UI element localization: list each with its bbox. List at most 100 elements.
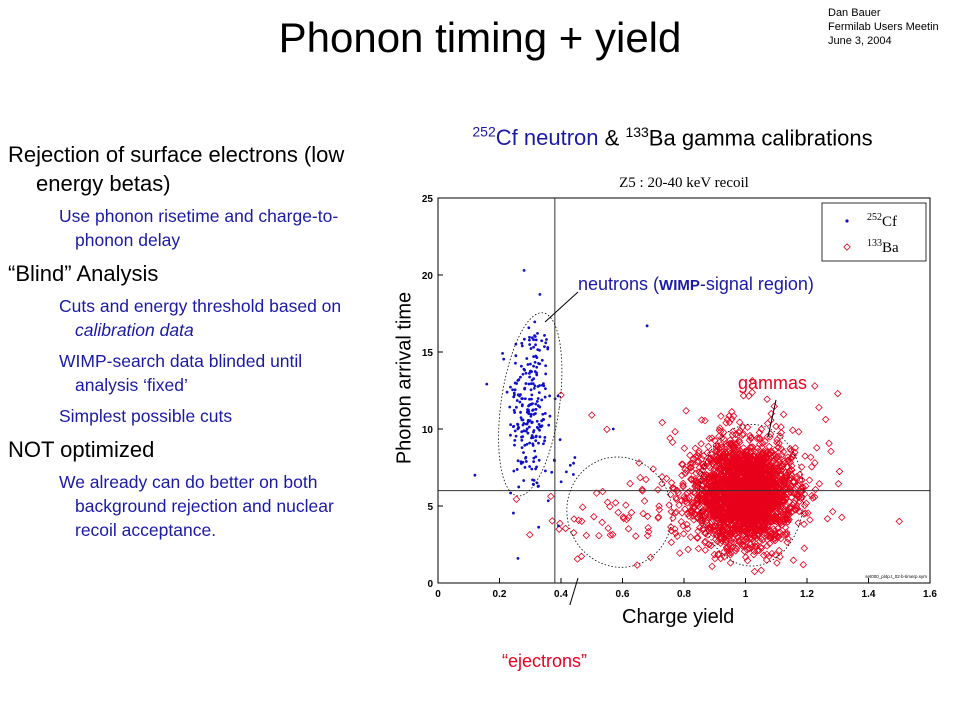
ba-point — [761, 471, 770, 479]
ba-point — [723, 543, 731, 552]
ba-point — [745, 520, 754, 529]
ba-point — [705, 434, 714, 443]
cf-point — [536, 397, 540, 400]
ba-point — [717, 530, 725, 538]
cf-point — [509, 423, 512, 427]
ba-point — [726, 436, 734, 444]
ba-point — [732, 477, 741, 486]
bullet-text: Cuts and energy threshold based on — [59, 296, 342, 316]
cf-point — [520, 344, 524, 348]
ba-point — [712, 441, 721, 449]
ba-point — [723, 500, 731, 508]
ba-point — [785, 467, 794, 475]
cf-point — [534, 412, 537, 415]
ba-point — [694, 449, 703, 457]
ba-symbol: Ba — [648, 125, 676, 151]
ba-point — [751, 542, 759, 551]
ba-point — [756, 486, 764, 494]
cf-point — [519, 364, 523, 368]
ba-point — [748, 460, 756, 469]
cf-point — [523, 397, 527, 401]
ba-point — [672, 493, 680, 502]
ba-point — [779, 491, 788, 499]
cf-point — [524, 455, 528, 459]
ba-point — [735, 537, 743, 546]
cf-point — [537, 484, 540, 488]
ba-point — [728, 431, 737, 439]
gammas-annotation: gammas — [738, 373, 808, 393]
bullet-text: Use phonon risetime and charge-to-phonon… — [59, 206, 339, 250]
ba-point — [748, 473, 756, 482]
cf-point — [520, 430, 524, 434]
cf-point — [525, 357, 529, 360]
ba-point — [701, 546, 710, 554]
ba-point — [721, 452, 729, 461]
ba-point — [666, 434, 674, 442]
cf-point — [524, 382, 528, 385]
ba-point — [682, 407, 690, 415]
ba-point — [611, 498, 620, 507]
cf-point — [538, 362, 542, 366]
ejectrons-annotation: “ejectrons” — [502, 651, 588, 671]
cf-point — [514, 342, 518, 346]
ba-point — [772, 477, 781, 486]
ba-point — [777, 471, 786, 479]
cf-point — [540, 398, 544, 402]
ba-point — [744, 447, 753, 455]
ba-point — [779, 410, 788, 419]
ba-point — [757, 425, 766, 433]
ba-point — [678, 460, 686, 468]
legend-cf-marker — [845, 219, 849, 223]
ba-point — [748, 388, 756, 397]
ba-point — [834, 480, 843, 488]
cf-point — [544, 372, 548, 376]
y-tick-label: 5 — [427, 502, 433, 513]
cf-point — [541, 412, 545, 416]
ba-point — [666, 490, 675, 499]
ba-point — [693, 533, 702, 542]
ba-point — [742, 447, 751, 455]
cf-point — [540, 419, 544, 423]
cf-point — [540, 339, 544, 343]
ba-point — [699, 462, 708, 471]
ba-point — [774, 524, 782, 533]
cf-point — [550, 470, 554, 474]
cf-point — [521, 423, 525, 427]
ba-point — [701, 473, 709, 481]
ba-point — [734, 497, 743, 505]
ba-point — [750, 567, 759, 576]
ba-point — [719, 450, 728, 458]
bullet-level1: Rejection of surface electrons (low ener… — [8, 140, 353, 198]
cf-point — [514, 434, 518, 438]
ba-point — [732, 523, 740, 532]
bullet-level2: WIMP-search data blinded until analysis … — [59, 349, 353, 397]
ba-point — [577, 552, 586, 561]
ba-point — [712, 531, 721, 539]
cf-point — [528, 335, 531, 339]
cf-point — [524, 371, 528, 375]
ba-point — [749, 494, 757, 503]
ba-point — [777, 423, 785, 431]
cf-point — [520, 404, 524, 408]
ba-point — [691, 444, 700, 453]
ba-point — [794, 492, 802, 501]
cf-point — [513, 443, 516, 447]
cf-point — [502, 357, 506, 361]
cf-point — [513, 388, 517, 392]
cf-point — [572, 461, 575, 465]
cf-point — [520, 341, 524, 345]
ba-point — [737, 467, 745, 475]
ba-point — [640, 497, 649, 505]
cf-point — [505, 390, 509, 394]
ba-point — [729, 518, 738, 527]
ba-point — [752, 469, 761, 478]
ba-point — [740, 496, 748, 505]
meeting-name: Fermilab Users Meetin — [828, 21, 939, 33]
ba-point — [743, 556, 752, 565]
cf-point — [525, 410, 529, 414]
ba-point — [784, 515, 792, 523]
cf-point — [535, 365, 539, 369]
ba-point — [721, 453, 729, 462]
cf-point — [529, 414, 533, 418]
ba-point — [667, 538, 676, 547]
